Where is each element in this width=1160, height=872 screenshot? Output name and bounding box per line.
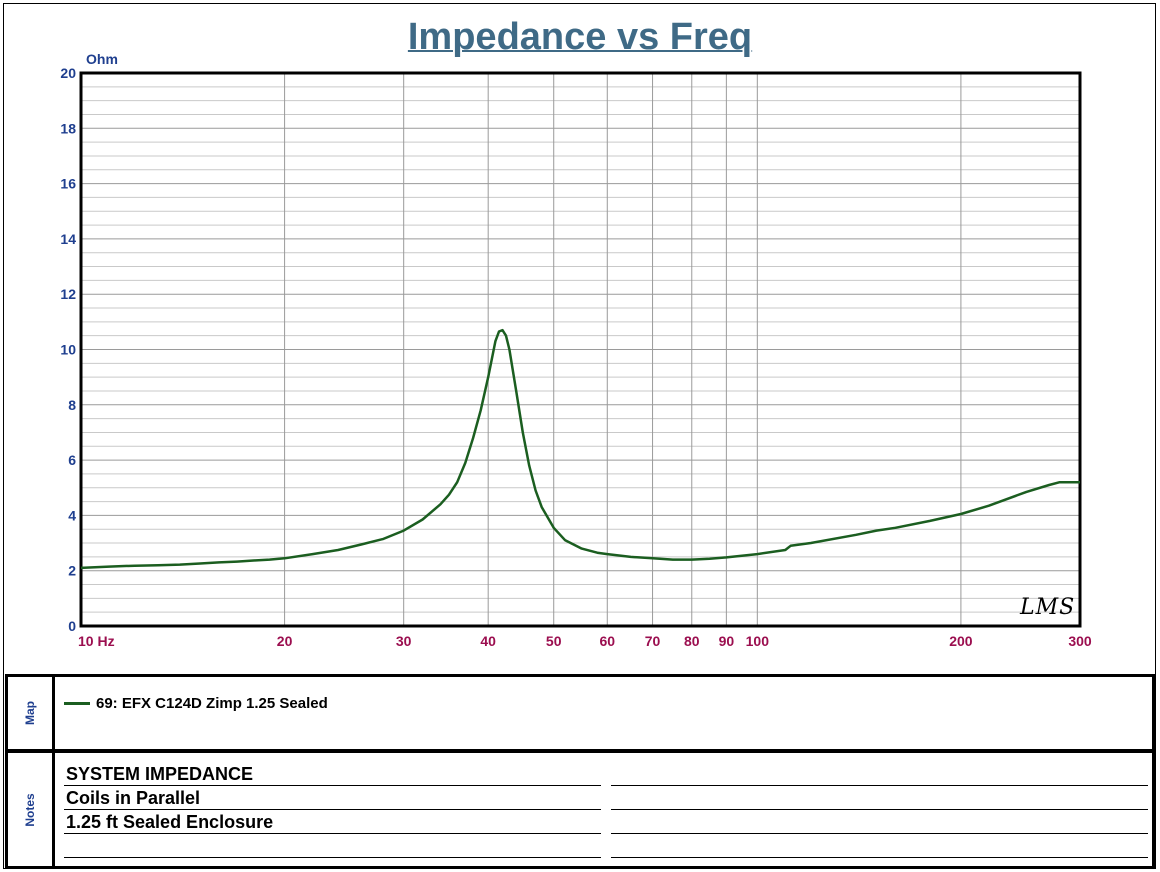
note-line-2[interactable]: Coils in Parallel [64,787,601,810]
y-tick-label: 18 [60,120,76,136]
x-tick-label: 30 [396,633,412,649]
y-tick-label: 0 [68,618,76,634]
note-line-1[interactable]: SYSTEM IMPEDANCE [64,763,601,786]
legend-entry-label: 69: EFX C124D Zimp 1.25 Sealed [96,695,328,712]
x-tick-label: 80 [684,633,700,649]
impedance-curve-group [80,328,1080,570]
note-line-right-4[interactable] [611,835,1148,858]
map-label: Map [23,701,37,725]
map-panel: Map 69: EFX C124D Zimp 1.25 Sealed [5,674,1155,752]
x-tick-label: 90 [719,633,735,649]
note-line-3[interactable]: 1.25 ft Sealed Enclosure [64,811,601,834]
minor-grid [81,86,1080,613]
x-tick-label: 40 [480,633,496,649]
y-tick-label: 10 [60,342,76,358]
note-line-right-3[interactable] [611,811,1148,834]
y-tick-label: 16 [60,176,76,192]
x-tick-label: 50 [546,633,562,649]
impedance-curve [80,328,1080,570]
major-grid [284,73,962,626]
x-tick-label: 60 [599,633,615,649]
lms-watermark-text: LMS [1019,595,1075,620]
y-tick-labels: 0 2 4 6 8 10 12 14 16 18 20 [60,65,76,634]
y-tick-label: 12 [60,286,76,302]
note-line-right-2[interactable] [611,787,1148,810]
x-tick-label: 20 [277,633,293,649]
x-tick-label: 200 [949,633,973,649]
y-tick-label: 6 [68,452,76,468]
y-tick-label: 14 [60,231,76,247]
y-axis-unit-label: Ohm [86,51,118,67]
y-tick-label: 2 [68,563,76,579]
legend-entry[interactable]: 69: EFX C124D Zimp 1.25 Sealed [64,695,328,712]
x-tick-labels: 10 Hz 20 30 40 50 60 70 80 90 100 200 300 [78,633,1092,649]
y-tick-label: 20 [60,65,76,81]
x-tick-label: 10 Hz [78,633,115,649]
note-line-right-1[interactable] [611,763,1148,786]
lms-watermark: LMS [1019,595,1075,620]
map-label-column: Map [8,677,55,749]
x-tick-label: 70 [645,633,661,649]
y-tick-label: 8 [68,397,76,413]
notes-label: Notes [23,792,37,827]
chart-title: Impedance vs Freq [407,16,753,58]
x-tick-label: 100 [746,633,770,649]
plot-frame [79,71,1082,628]
notes-label-column: Notes [8,753,55,866]
y-tick-label: 4 [68,507,76,523]
notes-panel: Notes SYSTEM IMPEDANCE Coils in Parallel… [5,750,1155,869]
x-tick-label: 300 [1068,633,1092,649]
note-line-4[interactable] [64,835,601,858]
legend-swatch [64,702,90,705]
